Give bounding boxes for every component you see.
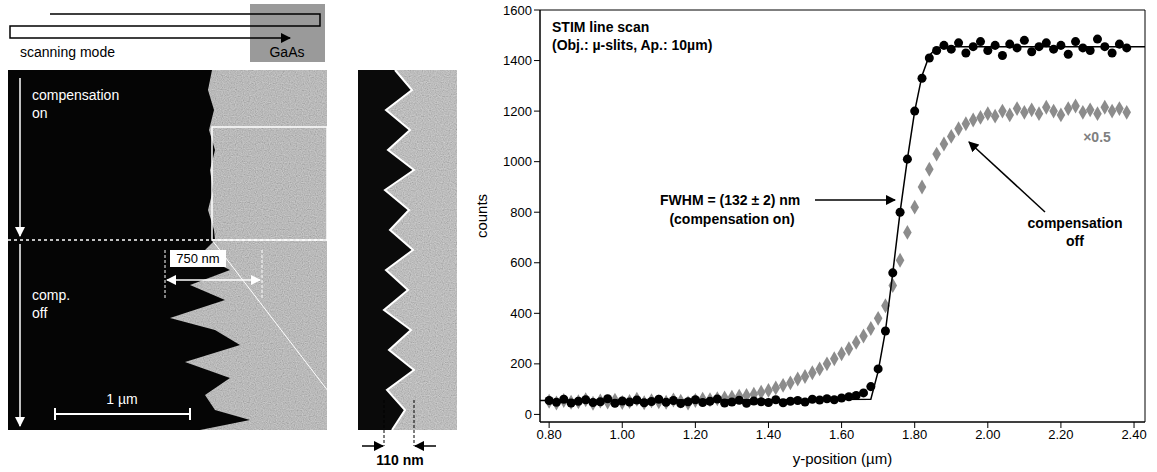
svg-text:counts: counts (473, 194, 490, 238)
svg-text:1.40: 1.40 (756, 427, 781, 442)
svg-text:2.00: 2.00 (975, 427, 1000, 442)
svg-text:200: 200 (510, 356, 532, 371)
svg-text:400: 400 (510, 306, 532, 321)
svg-text:FWHM = (132 ± 2) nm: FWHM = (132 ± 2) nm (660, 192, 800, 208)
svg-text:1.60: 1.60 (829, 427, 854, 442)
svg-text:2.40: 2.40 (1121, 427, 1146, 442)
svg-text:off: off (1066, 233, 1084, 249)
svg-text:1 µm: 1 µm (106, 391, 137, 407)
svg-text:off: off (32, 305, 47, 321)
svg-text:1600: 1600 (503, 3, 532, 18)
svg-text:comp.: comp. (32, 287, 70, 303)
svg-text:on: on (32, 105, 48, 121)
svg-text:0.80: 0.80 (536, 427, 561, 442)
svg-text:compensation: compensation (1028, 215, 1123, 231)
svg-text:GaAs: GaAs (269, 44, 304, 60)
svg-text:110 nm: 110 nm (376, 452, 423, 468)
svg-text:(compensation on): (compensation on) (669, 211, 794, 227)
svg-text:STIM line scan: STIM line scan (552, 19, 649, 35)
svg-text:1400: 1400 (503, 53, 532, 68)
svg-text:×0.5: ×0.5 (1083, 129, 1111, 145)
svg-text:1000: 1000 (503, 154, 532, 169)
svg-text:2.20: 2.20 (1048, 427, 1073, 442)
svg-text:1.00: 1.00 (610, 427, 635, 442)
svg-text:(Obj.: µ-slits, Ap.: 10µm): (Obj.: µ-slits, Ap.: 10µm) (552, 37, 712, 53)
svg-text:1200: 1200 (503, 104, 532, 119)
svg-text:y-position (µm): y-position (µm) (793, 450, 893, 467)
svg-text:800: 800 (510, 205, 532, 220)
svg-text:compensation: compensation (32, 87, 119, 103)
svg-text:750 nm: 750 nm (176, 251, 219, 266)
svg-text:1.20: 1.20 (683, 427, 708, 442)
svg-text:0: 0 (525, 407, 532, 422)
svg-text:1.80: 1.80 (902, 427, 927, 442)
svg-text:scanning mode: scanning mode (20, 44, 115, 60)
svg-text:600: 600 (510, 255, 532, 270)
